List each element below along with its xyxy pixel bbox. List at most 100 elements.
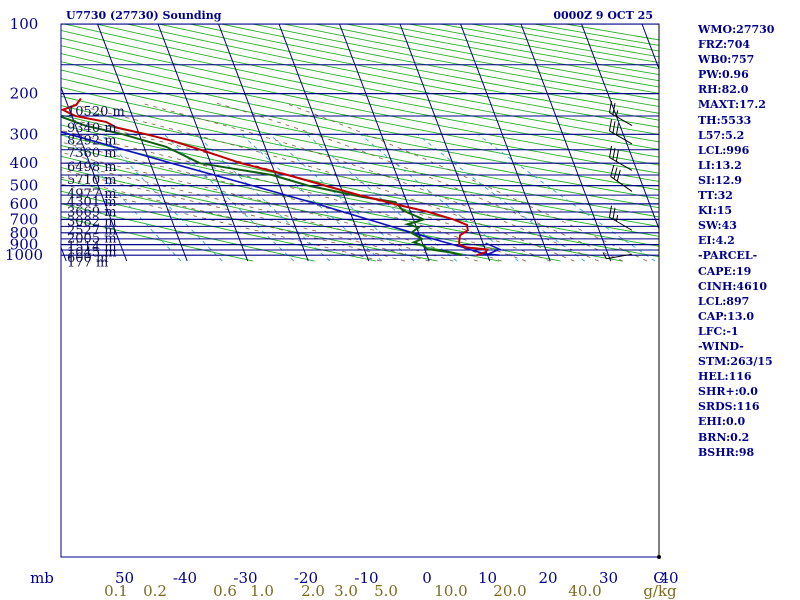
dry-adiabat: [61, 95, 659, 218]
mixing-ratio-label: 2.0: [301, 582, 325, 600]
dry-adiabat: [61, 53, 659, 174]
height-label: 2527 m: [67, 223, 117, 238]
index-line: RH:82.0: [698, 83, 749, 97]
dry-adiabat: [61, 61, 659, 182]
index-line: LCL:897: [698, 294, 750, 308]
height-label: 2005 m: [67, 231, 117, 246]
wind-barb-flag: [612, 102, 616, 115]
wind-axis-dot: [657, 555, 661, 559]
pressure-tick-label: 600: [10, 195, 39, 213]
dry-adiabat: [61, 37, 659, 158]
wind-barb-flag: [613, 167, 618, 179]
wind-barb-flag: [612, 207, 616, 220]
wind-barb: [608, 205, 633, 231]
height-label: 3669 m: [67, 205, 117, 220]
height-label: 9340 m: [67, 121, 117, 136]
index-line: LCL:996: [698, 143, 750, 157]
dry-adiabat: [61, 78, 659, 200]
pressure-tick-label: 700: [10, 210, 39, 228]
index-line: BSHR:98: [698, 445, 755, 459]
height-label: 1045 m: [67, 245, 117, 260]
dry-adiabat: [61, 114, 659, 237]
wind-barb-staff: [609, 157, 633, 171]
index-line: SHR+:0.0: [698, 385, 758, 399]
moist-adiabat: [61, 176, 406, 262]
wind-barb-staff: [609, 130, 633, 145]
surface-parcel-marker: [485, 242, 502, 256]
height-label: 1514 m: [67, 240, 117, 255]
height-label: 177 m: [67, 256, 108, 271]
isotherm: [61, 86, 128, 262]
index-line: EHI:0.0: [698, 415, 746, 429]
height-label: 7360 m: [67, 146, 117, 161]
dry-adiabat: [61, 45, 659, 166]
index-line: WB0:757: [698, 53, 755, 67]
index-line: LFC:-1: [698, 324, 739, 338]
index-line: CAPE:19: [698, 264, 752, 278]
moist-adiabat: [61, 151, 478, 262]
wind-barb-staff: [609, 112, 633, 127]
temperature-profile-line: [61, 97, 489, 257]
index-line: SRDS:116: [698, 400, 760, 414]
height-label: 4301 m: [67, 195, 117, 210]
index-line: EI:4.2: [698, 234, 735, 248]
isotherm: [157, 24, 249, 262]
moist-adiabat: [61, 130, 527, 262]
moist-adiabat: [284, 102, 648, 262]
wind-barb-flag: [608, 205, 613, 218]
isotherm: [278, 24, 370, 262]
mixing-ratio-line: [241, 133, 383, 262]
height-label: 600 m: [67, 251, 108, 266]
dry-adiabat: [61, 105, 659, 227]
pressure-tick-label: 500: [10, 177, 39, 195]
mixing-ratio-line: [269, 133, 415, 262]
index-line: BRN:0.2: [698, 430, 750, 444]
pressure-tick-label: 300: [10, 125, 39, 143]
temperature-tick-label: -10: [354, 569, 378, 587]
mixing-ratio-line: [100, 133, 223, 262]
dry-adiabat: [127, 24, 659, 128]
wind-barb-flag: [615, 214, 619, 222]
background-lines: [61, 24, 659, 262]
temperature-tick-label: 10: [478, 569, 497, 587]
temperature-tick-label: -40: [173, 569, 197, 587]
temperature-tick-label: -30: [233, 569, 257, 587]
isotherm: [217, 24, 309, 262]
wind-barb-staff: [609, 216, 633, 231]
index-line: TT:32: [698, 189, 733, 203]
isotherm: [641, 24, 659, 71]
isotherm: [399, 24, 491, 262]
temperature-tick-label: 40: [659, 569, 678, 587]
mixing-ratio-label: 0.6: [213, 582, 237, 600]
index-line: MAXT:17.2: [698, 98, 766, 112]
index-line: TH:5533: [698, 113, 752, 127]
mixing-ratio-label: 40.0: [568, 582, 601, 600]
height-label: 4977 m: [67, 187, 117, 202]
index-line: CINH:4610: [698, 279, 768, 293]
wind-barb-flag: [615, 110, 619, 117]
wind-barb-flag: [608, 145, 613, 158]
dry-adiabat: [61, 178, 438, 262]
height-label: 8292 m: [67, 134, 117, 149]
wind-barb-flag: [608, 100, 613, 113]
parcel-profile-line: [61, 130, 500, 256]
index-line: CAP:13.0: [698, 309, 755, 323]
mixing-ratio-line: [360, 133, 519, 262]
height-label: 5710 m: [67, 173, 117, 188]
mixing-ratio-label: 3.0: [334, 582, 358, 600]
index-line: LI:13.2: [698, 158, 742, 172]
mixing-ratio-label: 10.0: [434, 582, 467, 600]
wind-barb-flag: [612, 147, 616, 160]
mixing-ratio-label: 20.0: [493, 582, 526, 600]
wind-barbs: [602, 24, 661, 559]
dry-adiabat: [61, 30, 659, 150]
station-title: U7730 (27730) Sounding: [66, 9, 222, 22]
index-line: SI:12.9: [698, 173, 742, 187]
index-line: FRZ:704: [698, 38, 751, 52]
wind-barb-flag: [615, 123, 619, 135]
index-line: SW:43: [698, 219, 737, 233]
wind-barb-flag: [608, 119, 613, 131]
pressure-tick-label: 400: [10, 154, 39, 172]
isotherm: [520, 24, 612, 262]
